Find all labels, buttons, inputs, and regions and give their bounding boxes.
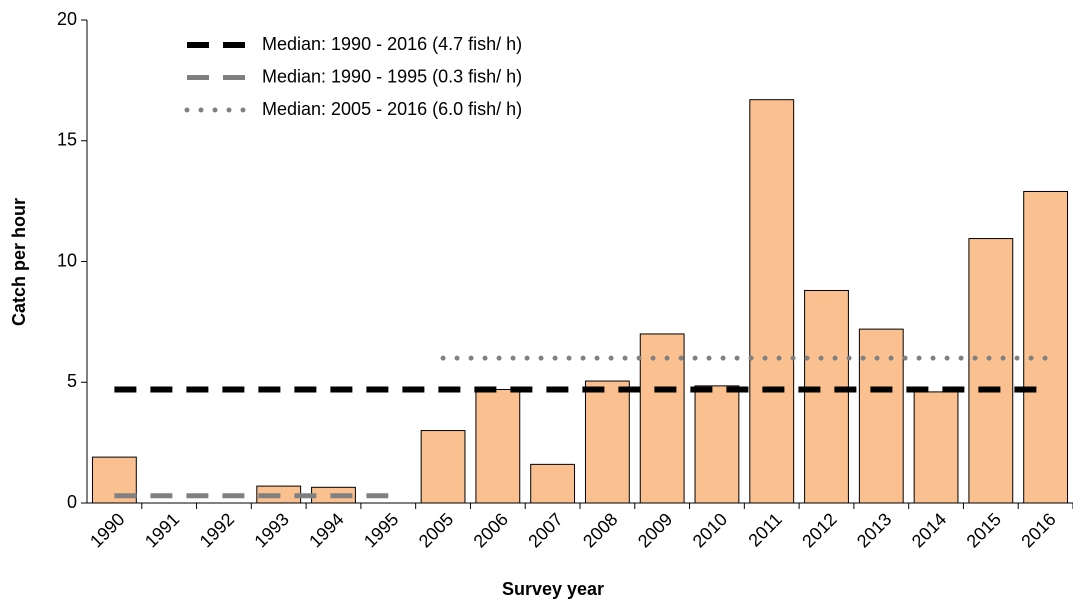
x-tick-label: 2014 [908,509,950,551]
bar [694,385,740,504]
x-tick-label: 2009 [634,509,676,551]
x-tick-label: 2012 [798,509,840,551]
x-tick-label: 2010 [689,509,731,551]
bar [420,430,466,504]
x-tick-label: 2011 [744,509,786,551]
bar [968,238,1014,504]
x-tick-label: 1993 [250,509,292,551]
legend-label: Median: 1990 - 2016 (4.7 fish/ h) [262,34,522,54]
bar [804,289,849,504]
x-tick-label: 2007 [524,509,566,551]
y-tick-label: 5 [67,371,77,391]
x-tick-label: 2016 [1017,509,1059,551]
x-tick-label: 2015 [963,509,1005,551]
x-tick-label: 1994 [305,509,347,551]
bar [584,380,630,504]
bar [913,391,959,504]
x-tick-label: 1992 [196,509,238,551]
bar [639,333,685,504]
x-tick-label: 2005 [415,509,457,551]
legend-label: Median: 1990 - 1995 (0.3 fish/ h) [262,66,522,86]
y-tick-label: 15 [57,130,77,150]
bar [475,388,521,504]
x-tick-label: 2006 [470,509,512,551]
x-tick-label: 2013 [853,509,895,551]
x-tick-label: 1995 [360,509,402,551]
legend-label: Median: 2005 - 2016 (6.0 fish/ h) [262,99,522,119]
y-tick-label: 10 [57,250,77,270]
bar [1023,190,1069,504]
bar [858,328,904,504]
y-axis-title: Catch per hour [9,198,29,326]
x-tick-label: 2008 [579,509,621,551]
x-tick-label: 1991 [141,509,183,551]
y-tick-label: 0 [67,492,77,512]
bar [530,463,576,504]
bar [749,99,795,504]
y-tick-label: 20 [57,9,77,29]
x-axis-title: Survey year [502,579,604,599]
x-tick-label: 1990 [86,509,128,551]
